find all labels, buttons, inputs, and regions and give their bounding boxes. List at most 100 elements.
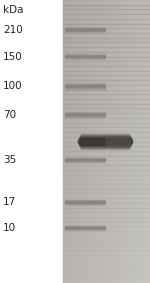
Bar [64, 204, 105, 205]
Bar [92, 0, 93, 283]
Bar [63, 99, 150, 104]
Bar [114, 0, 115, 283]
Bar [121, 0, 122, 283]
Bar [64, 117, 105, 118]
Bar [64, 227, 105, 228]
Bar [134, 0, 135, 283]
Bar [108, 0, 109, 283]
Bar [73, 0, 75, 283]
Bar [63, 255, 150, 260]
Bar [63, 260, 150, 264]
Bar [80, 138, 104, 145]
Bar [95, 0, 96, 283]
Bar [64, 115, 105, 116]
Bar [122, 0, 124, 283]
Bar [63, 38, 150, 42]
Bar [64, 84, 105, 85]
Bar [63, 42, 150, 47]
Bar [63, 179, 150, 184]
Bar [64, 159, 105, 160]
Bar [131, 0, 133, 283]
Bar [63, 47, 150, 52]
Bar [64, 114, 105, 115]
Bar [63, 61, 150, 66]
Bar [63, 19, 150, 23]
Bar [63, 9, 150, 14]
Bar [64, 201, 105, 202]
Bar [102, 0, 104, 283]
Bar [88, 0, 89, 283]
Bar [63, 217, 150, 222]
Bar [104, 0, 105, 283]
Bar [63, 0, 150, 5]
Bar [112, 0, 114, 283]
Bar [64, 113, 105, 114]
Bar [66, 0, 67, 283]
Bar [144, 0, 146, 283]
Text: 17: 17 [3, 197, 16, 207]
Bar [99, 0, 101, 283]
Bar [70, 0, 72, 283]
Bar [86, 0, 88, 283]
Bar [63, 170, 150, 175]
Bar [63, 118, 150, 123]
Bar [63, 193, 150, 198]
Bar [63, 226, 150, 231]
Bar [63, 212, 150, 217]
Bar [146, 0, 147, 283]
Bar [64, 54, 105, 55]
Bar [63, 203, 150, 207]
Text: 70: 70 [3, 110, 16, 120]
Bar [138, 0, 140, 283]
Bar [64, 225, 105, 226]
Bar [64, 57, 105, 58]
Bar [63, 207, 150, 212]
Bar [135, 0, 137, 283]
Bar [80, 147, 130, 148]
Bar [64, 89, 105, 90]
Bar [63, 274, 150, 278]
Bar [85, 0, 86, 283]
Bar [115, 0, 117, 283]
Bar [63, 28, 150, 33]
Bar [78, 139, 132, 140]
Bar [80, 137, 130, 138]
Bar [79, 144, 131, 145]
Bar [64, 157, 105, 158]
Bar [63, 269, 150, 274]
Bar [69, 0, 70, 283]
Bar [140, 0, 141, 283]
Bar [63, 151, 150, 156]
Text: 150: 150 [3, 52, 23, 62]
Bar [78, 142, 132, 143]
Bar [80, 135, 130, 136]
Bar [64, 27, 105, 28]
Bar [63, 245, 150, 250]
Bar [82, 0, 83, 283]
Bar [75, 0, 76, 283]
Bar [63, 160, 150, 165]
Bar [80, 145, 130, 146]
Bar [63, 52, 150, 57]
Bar [64, 28, 105, 29]
Bar [63, 278, 150, 283]
Bar [63, 57, 150, 61]
Bar [63, 241, 150, 245]
Bar [64, 87, 105, 88]
Bar [67, 0, 69, 283]
Bar [64, 88, 105, 89]
Bar [130, 0, 131, 283]
Bar [63, 104, 150, 108]
Bar [128, 0, 130, 283]
Bar [63, 23, 150, 28]
Bar [64, 29, 105, 30]
Bar [125, 0, 127, 283]
Bar [64, 203, 105, 204]
Bar [63, 189, 150, 193]
Bar [78, 0, 79, 283]
Bar [127, 0, 128, 283]
Bar [137, 0, 138, 283]
Bar [63, 222, 150, 226]
Bar [63, 71, 150, 76]
Bar [79, 138, 131, 139]
